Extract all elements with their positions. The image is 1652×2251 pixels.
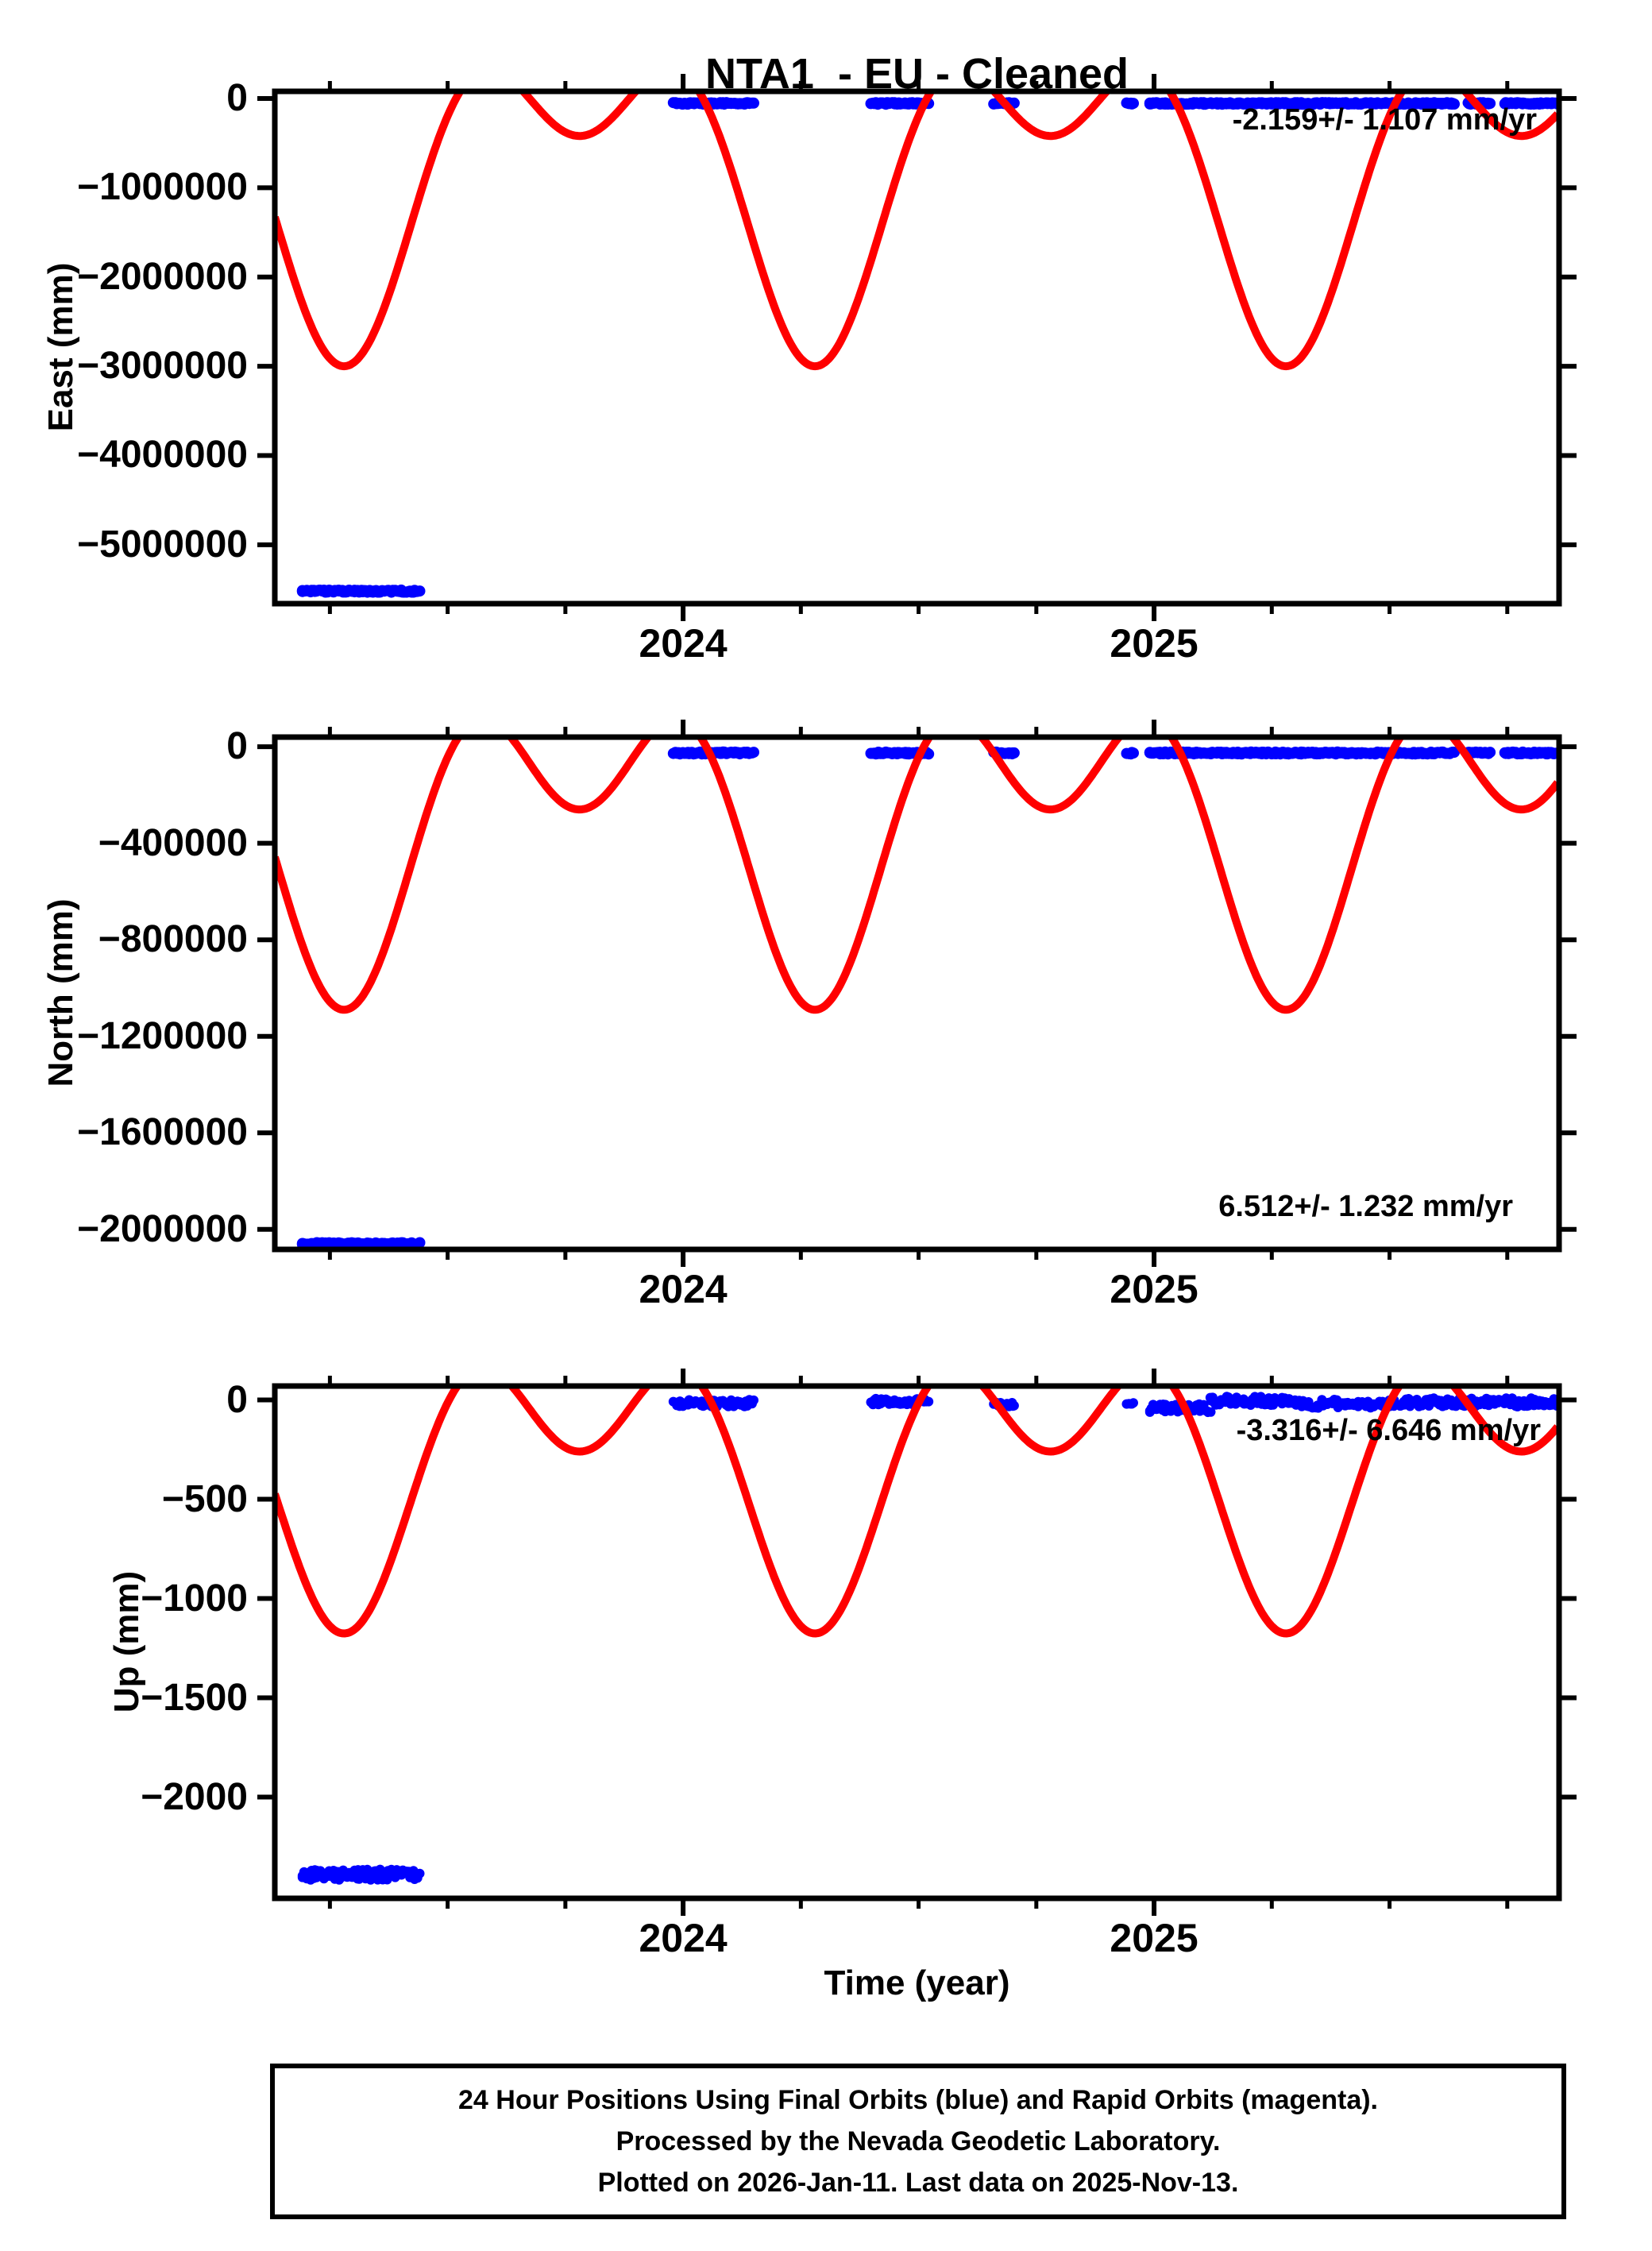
y-tick-label: −4000000 (77, 434, 248, 477)
y-tick-label: −2000000 (77, 255, 248, 298)
y-tick-label: −1500 (141, 1676, 248, 1719)
up-trend-annotation: -3.316+/- 6.646 mm/yr (1236, 1414, 1541, 1447)
x-tick-label: 2025 (1110, 621, 1198, 666)
east-plot (257, 74, 1577, 621)
up-axis-title: Up (mm) (107, 1570, 146, 1713)
y-tick-label: −2000 (141, 1775, 248, 1818)
x-tick-label: 2024 (639, 1916, 728, 1960)
y-tick-label: −800000 (98, 918, 248, 961)
x-tick-label: 2025 (1110, 1916, 1198, 1960)
plot-frame (272, 1383, 1562, 1902)
time-axis-title: Time (year) (824, 1963, 1010, 2002)
caption-line-plotted: Plotted on 2026-Jan-11. Last data on 202… (597, 2168, 1239, 2198)
caption-line-processed: Processed by the Nevada Geodetic Laborat… (616, 2126, 1221, 2156)
north-axis-title: North (mm) (41, 898, 80, 1087)
final-orbit-points (296, 746, 1559, 1249)
y-tick-label: −1000000 (77, 166, 248, 209)
seasonal-model-curve (275, 737, 1559, 1014)
y-tick-label: 0 (226, 1378, 248, 1421)
up-plot (257, 1369, 1577, 1916)
y-tick-label: −1600000 (77, 1111, 248, 1154)
y-tick-label: −500 (161, 1477, 248, 1520)
x-tick-label: 2025 (1110, 1267, 1198, 1311)
caption-box: 24 Hour Positions Using Final Orbits (bl… (270, 2064, 1566, 2219)
final-orbit-points (296, 97, 1559, 598)
x-tick-label: 2024 (639, 621, 728, 666)
final-orbit-points (297, 1392, 1559, 1885)
y-tick-label: 0 (226, 725, 248, 768)
east-trend-annotation: -2.159+/- 1.107 mm/yr (1232, 103, 1537, 137)
caption-line-orbits: 24 Hour Positions Using Final Orbits (bl… (458, 2085, 1378, 2115)
y-tick-label: 0 (226, 76, 248, 119)
figure-title: NTA1 - EU - Cleaned (704, 50, 1129, 98)
plot-frame (272, 88, 1562, 607)
y-tick-label: −5000000 (77, 523, 248, 566)
y-tick-label: −1200000 (77, 1014, 248, 1057)
y-tick-label: −3000000 (77, 345, 248, 388)
y-tick-label: −1000 (141, 1577, 248, 1620)
x-tick-label: 2024 (639, 1267, 728, 1311)
north-plot (257, 720, 1577, 1267)
seasonal-model-curve (275, 1386, 1559, 1638)
y-tick-label: −400000 (98, 821, 248, 864)
north-trend-annotation: 6.512+/- 1.232 mm/yr (1218, 1190, 1513, 1223)
plot-frame (272, 734, 1562, 1253)
seasonal-model-curve (275, 91, 1559, 371)
y-tick-label: −2000000 (77, 1207, 248, 1250)
